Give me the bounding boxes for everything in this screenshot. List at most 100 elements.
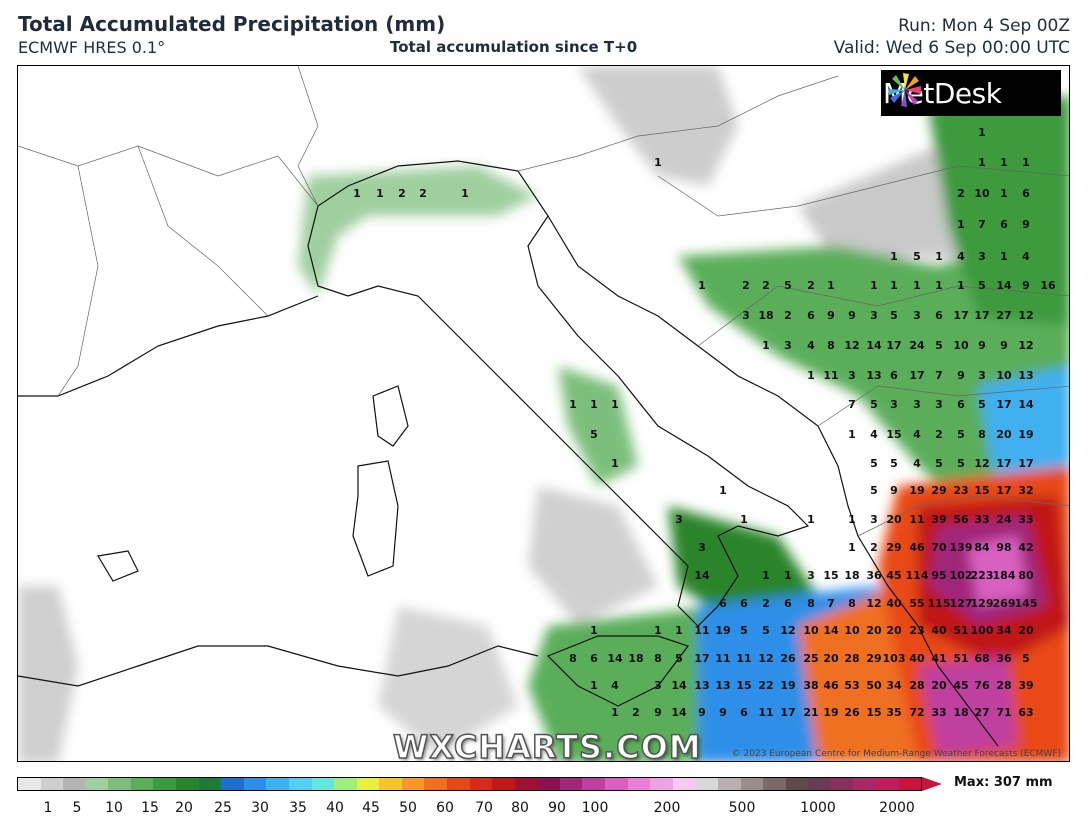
precip-value-label: 127 — [950, 597, 973, 610]
precip-value-label: 9 — [827, 309, 835, 322]
precip-value-label: 3 — [870, 309, 878, 322]
precip-value-label: 7 — [978, 218, 986, 231]
precip-value-label: 18 — [844, 569, 859, 582]
precip-value-label: 22 — [758, 679, 773, 692]
precip-value-label: 1 — [1022, 156, 1030, 169]
precip-value-label: 14 — [1018, 398, 1034, 411]
precip-value-label: 14 — [996, 279, 1012, 292]
precip-value-label: 2 — [807, 279, 815, 292]
precip-value-label: 19 — [823, 706, 838, 719]
colorbar-swatch — [537, 778, 560, 790]
colorbar-swatch — [605, 778, 628, 790]
precip-value-label: 4 — [807, 339, 815, 352]
precip-value-label: 28 — [909, 679, 924, 692]
precip-value-label: 1 — [590, 679, 598, 692]
precip-value-label: 71 — [996, 706, 1011, 719]
precip-value-label: 8 — [807, 597, 815, 610]
precip-value-label: 45 — [886, 569, 901, 582]
colorbar-swatch — [740, 778, 764, 790]
precip-value-label: 33 — [1018, 513, 1033, 526]
precip-value-label: 1 — [935, 279, 943, 292]
precip-value-label: 3 — [913, 309, 921, 322]
precip-value-label: 34 — [886, 679, 902, 692]
precip-value-label: 4 — [870, 428, 878, 441]
precip-value-label: 29 — [886, 541, 901, 554]
colorbar-swatch — [424, 778, 447, 790]
precip-value-label: 17 — [1018, 457, 1033, 470]
precip-value-label: 2 — [398, 187, 406, 200]
precip-value-label: 17 — [953, 309, 968, 322]
precip-value-label: 12 — [780, 624, 795, 637]
precip-value-label: 1 — [978, 156, 986, 169]
precip-value-label: 17 — [996, 484, 1011, 497]
precip-value-label: 33 — [931, 706, 946, 719]
precip-value-label: 2 — [419, 187, 427, 200]
precip-value-label: 20 — [866, 624, 882, 637]
colorbar-swatch — [559, 778, 583, 790]
precip-value-label: 9 — [848, 309, 856, 322]
legend-tick-label: 70 — [475, 800, 493, 816]
precip-value-label: 9 — [1000, 339, 1008, 352]
precip-value-label: 24 — [909, 339, 925, 352]
precip-value-label: 9 — [654, 706, 662, 719]
colorbar-swatch — [266, 778, 289, 790]
precip-value-label: 5 — [784, 279, 792, 292]
precip-value-label: 20 — [1018, 624, 1034, 637]
colorbar-swatch — [898, 778, 922, 790]
precip-value-label: 39 — [931, 513, 946, 526]
precip-value-label: 17 — [996, 457, 1011, 470]
legend-tick-label: 80 — [511, 800, 529, 816]
colorbar-swatch — [830, 778, 854, 790]
precip-value-label: 11 — [736, 652, 751, 665]
colorbar-swatch — [492, 778, 515, 790]
precip-value-label: 29 — [931, 484, 946, 497]
precip-value-label: 3 — [890, 398, 898, 411]
precip-value-label: 14 — [607, 652, 623, 665]
colorbar-swatch — [627, 778, 651, 790]
precip-value-label: 1 — [890, 250, 898, 263]
precip-value-label: 98 — [996, 541, 1011, 554]
colorbar-swatch — [695, 778, 718, 790]
precip-value-label: 6 — [740, 706, 748, 719]
precip-value-label: 1 — [719, 484, 727, 497]
precip-value-label: 8 — [978, 428, 986, 441]
precip-value-label: 23 — [953, 484, 968, 497]
precip-value-label: 68 — [974, 652, 989, 665]
precip-value-label: 3 — [913, 398, 921, 411]
precip-value-label: 13 — [715, 679, 730, 692]
colorbar-swatches — [17, 777, 922, 791]
precip-value-label: 26 — [844, 706, 860, 719]
colorbar-swatch — [514, 778, 538, 790]
colorbar-swatch — [130, 778, 154, 790]
precip-value-label: 14 — [823, 624, 839, 637]
colorbar-swatch — [63, 778, 86, 790]
legend-tick-label: 5 — [72, 800, 82, 816]
colorbar-swatch — [717, 778, 741, 790]
precip-value-label: 13 — [1018, 369, 1033, 382]
precip-value-label: 15 — [886, 428, 901, 441]
precip-value-label: 5 — [935, 339, 943, 352]
precip-value-label: 5 — [762, 624, 770, 637]
precip-value-label: 28 — [996, 679, 1011, 692]
colorbar-swatch — [401, 778, 425, 790]
precip-value-label: 1 — [1000, 187, 1008, 200]
legend-tick-label: 1 — [43, 800, 53, 816]
precip-value-label: 11 — [758, 706, 773, 719]
max-value-label: Max: 307 mm — [954, 775, 1053, 790]
precip-value-label: 12 — [1018, 309, 1033, 322]
precip-value-label: 1 — [740, 513, 748, 526]
precip-value-label: 6 — [740, 597, 748, 610]
precip-value-label: 1 — [762, 569, 770, 582]
precip-value-label: 17 — [780, 706, 795, 719]
precip-value-label: 1 — [1000, 156, 1008, 169]
precip-value-label: 5 — [740, 624, 748, 637]
precip-value-label: 1 — [848, 428, 856, 441]
precip-value-label: 1 — [784, 569, 792, 582]
precip-value-label: 6 — [719, 597, 727, 610]
precip-value-label: 27 — [974, 706, 989, 719]
precip-value-label: 12 — [1018, 339, 1033, 352]
precip-value-label: 5 — [957, 428, 965, 441]
colorbar-swatch — [650, 778, 673, 790]
run-label: Run: Mon 4 Sep 00Z — [898, 16, 1070, 36]
precip-value-label: 145 — [1015, 597, 1038, 610]
